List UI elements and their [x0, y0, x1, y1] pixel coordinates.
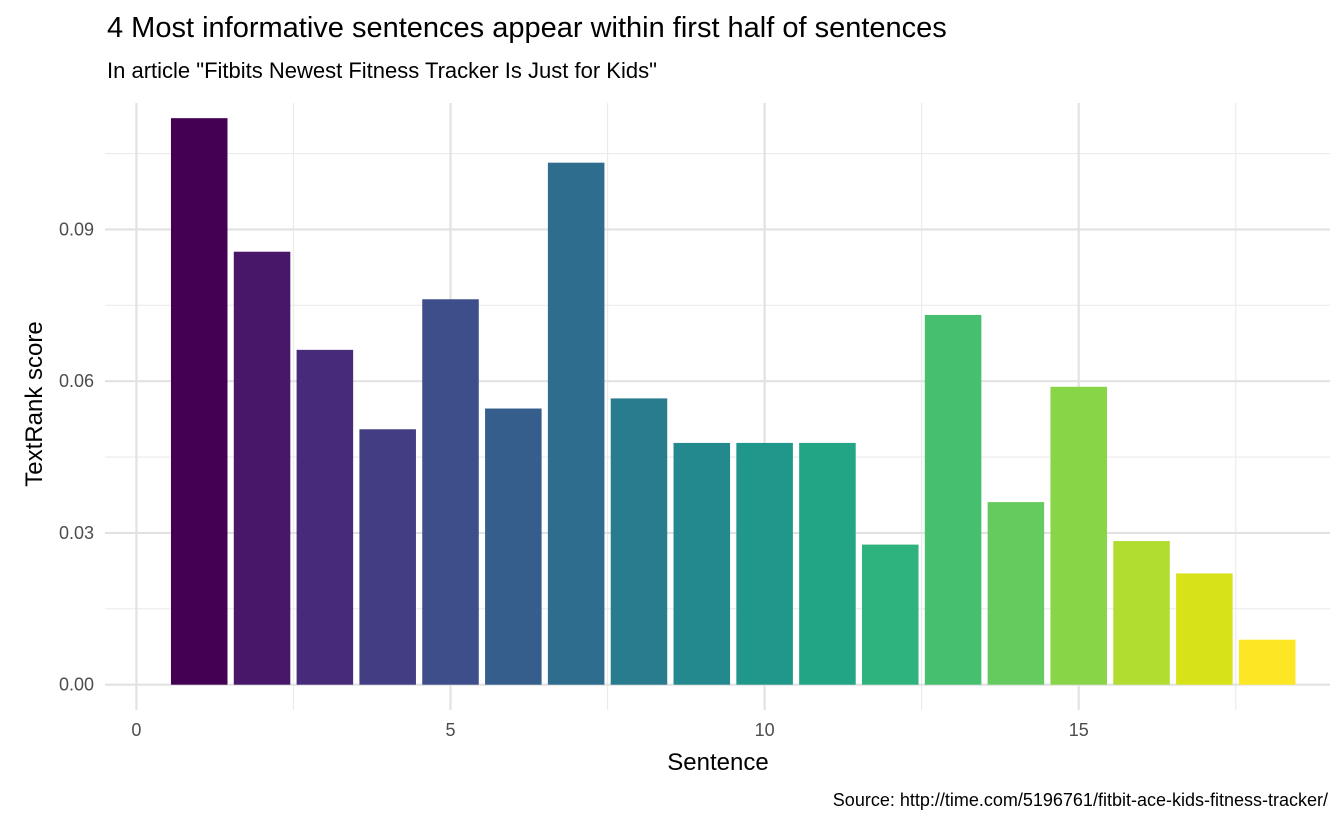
y-axis-ticks: 0.00 0.03 0.06 0.09 [59, 219, 94, 694]
bar-sentence-9 [673, 442, 731, 685]
x-tick-label: 5 [446, 720, 456, 740]
bar-sentence-12 [861, 544, 919, 685]
y-tick-label: 0.03 [59, 523, 94, 543]
y-axis-title: TextRank score [21, 321, 48, 486]
bar-sentence-7 [547, 162, 605, 685]
x-tick-label: 15 [1069, 720, 1089, 740]
bar-sentence-15 [1050, 386, 1107, 685]
x-tick-label: 0 [131, 720, 141, 740]
chart-title: 4 Most informative sentences appear with… [107, 12, 947, 44]
x-axis-title: Sentence [667, 749, 768, 776]
bar-sentence-10 [736, 442, 793, 685]
chart-subtitle: In article "Fitbits Newest Fitness Track… [107, 58, 657, 83]
bar-sentence-3 [296, 349, 354, 685]
y-tick-label: 0.09 [59, 219, 94, 239]
bar-sentence-17 [1176, 573, 1233, 685]
bar-sentence-16 [1113, 541, 1170, 685]
y-tick-label: 0.06 [59, 371, 94, 391]
bar-sentence-2 [233, 251, 291, 685]
x-axis-ticks: 0 5 10 15 [131, 720, 1088, 740]
bar-sentence-8 [610, 398, 668, 685]
bar-sentence-4 [359, 429, 416, 685]
y-tick-label: 0.00 [59, 675, 94, 695]
bar-sentence-6 [485, 408, 542, 685]
bar-sentence-5 [422, 299, 479, 685]
bar-sentence-1 [170, 118, 228, 685]
x-tick-label: 10 [755, 720, 775, 740]
bars [170, 118, 1296, 685]
bar-sentence-18 [1238, 639, 1296, 685]
chart-caption: Source: http://time.com/5196761/fitbit-a… [832, 790, 1328, 810]
bar-sentence-14 [987, 502, 1045, 685]
bar-sentence-13 [924, 314, 982, 685]
bar-sentence-11 [799, 442, 856, 685]
